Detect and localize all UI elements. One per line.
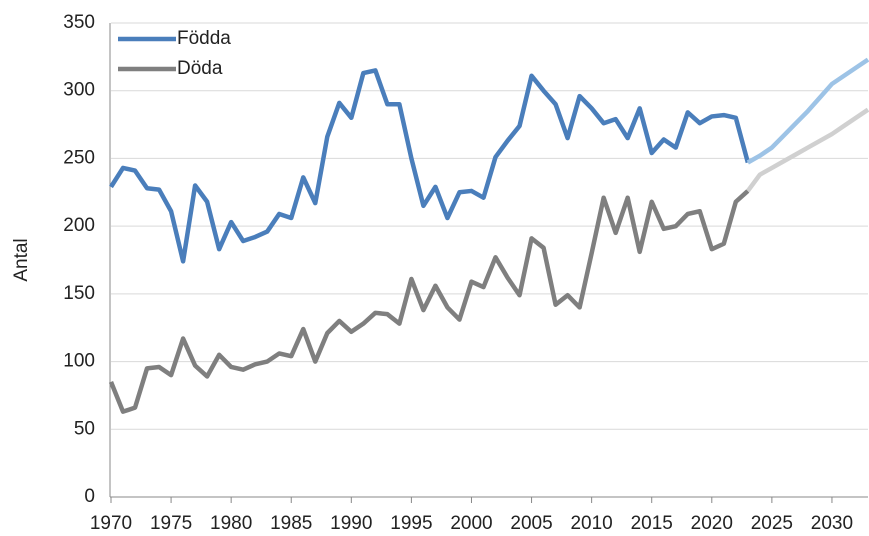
x-tick-label: 2015 (631, 513, 673, 534)
line (746, 107, 869, 193)
y-tick-label: 0 (84, 486, 95, 507)
line (109, 68, 751, 264)
x-tick-label: 2025 (751, 513, 793, 534)
x-tick-label: 1975 (150, 513, 192, 534)
y-axis-label: Antal (11, 238, 32, 281)
x-tick-label: 1980 (210, 513, 252, 534)
x-tick-label: 2020 (691, 513, 733, 534)
y-tick-label: 300 (63, 80, 95, 101)
line (746, 57, 869, 165)
x-tick-label: 2010 (570, 513, 612, 534)
y-tick-label: 250 (63, 147, 95, 168)
y-tick-label: 150 (63, 283, 95, 304)
legend-label: Döda (177, 58, 223, 79)
x-tick-label: 2005 (510, 513, 552, 534)
x-tick-label: 1990 (330, 513, 372, 534)
x-tick-label: 2030 (811, 513, 853, 534)
legend-label: Födda (177, 28, 231, 49)
y-tick-label: 100 (63, 351, 95, 372)
x-tick-label: 1970 (90, 513, 132, 534)
y-tick-label: 200 (63, 215, 95, 236)
x-tick-label: 1985 (270, 513, 312, 534)
y-tick-label: 50 (74, 418, 95, 439)
line (108, 189, 750, 414)
x-tick-label: 2000 (450, 513, 492, 534)
y-tick-label: 350 (63, 12, 95, 33)
x-tick-label: 1995 (390, 513, 432, 534)
